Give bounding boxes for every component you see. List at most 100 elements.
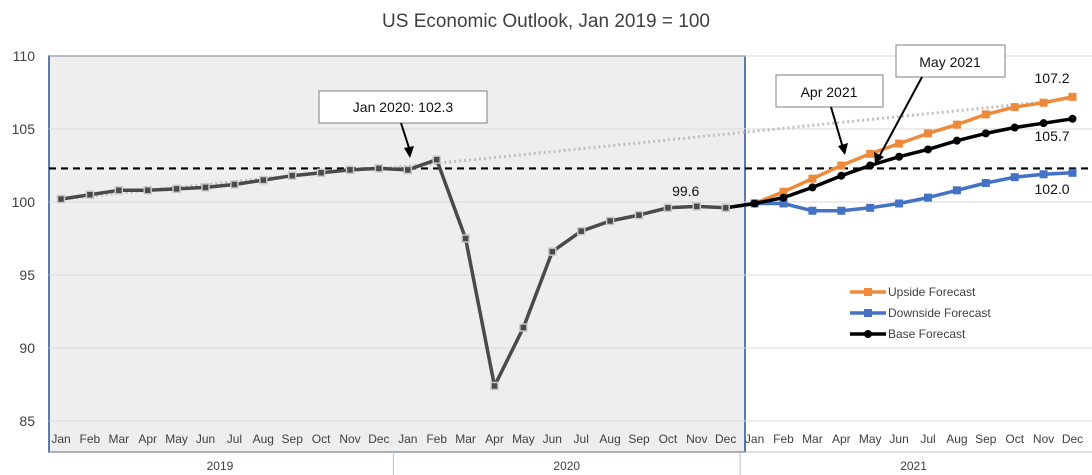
data-point-upside	[1010, 103, 1019, 112]
data-point-base	[981, 129, 990, 138]
svg-text:Apr 2021: Apr 2021	[801, 84, 858, 100]
data-point-downside	[837, 206, 846, 215]
data-point-base	[1039, 119, 1048, 128]
data-point-upside	[779, 187, 788, 196]
callout-may-2021: May 2021	[874, 44, 1006, 164]
x-tick-label: May	[165, 432, 188, 446]
series-line-actual	[60, 157, 726, 388]
data-point-upside	[1039, 98, 1048, 107]
x-axis: Jan Feb Mar Apr May Jun Jul Aug Sep Oct Nov Dec Jan F…	[49, 432, 1092, 475]
year-label: 2019	[207, 459, 234, 473]
series-layer	[56, 92, 1077, 391]
data-point-actual	[461, 234, 470, 243]
data-point-downside	[895, 199, 904, 208]
point-label-dec-2020: 99.6	[672, 183, 699, 199]
data-point-upside	[924, 129, 932, 138]
year-label: 2020	[553, 459, 580, 473]
y-tick-label: 95	[19, 267, 35, 283]
x-tick-label: Dec	[715, 432, 736, 446]
data-point-downside	[808, 206, 817, 215]
x-tick-label: Nov	[339, 432, 360, 446]
y-tick-label: 90	[19, 340, 35, 356]
x-tick-label: Jan	[745, 432, 764, 446]
svg-text:Jan 2020: 102.3: Jan 2020: 102.3	[353, 99, 454, 115]
legend-swatch-marker	[864, 330, 872, 338]
year-label: 2021	[900, 459, 927, 473]
x-tick-label: Oct	[1005, 432, 1024, 446]
x-tick-label: May	[512, 432, 535, 446]
x-tick-label: Mar	[108, 432, 129, 446]
legend-label: Downside Forecast	[888, 306, 991, 320]
x-tick-label: Jun	[889, 432, 908, 446]
x-tick-label: Feb	[773, 432, 794, 446]
data-point-base	[895, 152, 904, 161]
data-point-upside	[952, 120, 961, 129]
x-tick-label: Feb	[80, 432, 101, 446]
chart-title: US Economic Outlook, Jan 2019 = 100	[382, 11, 710, 32]
data-point-actual	[374, 164, 384, 173]
data-point-actual	[201, 183, 210, 192]
legend-item-base: Base Forecast	[850, 327, 966, 341]
data-point-actual	[172, 184, 181, 194]
x-tick-label: Apr	[485, 432, 504, 446]
legend-label: Base Forecast	[888, 327, 966, 341]
data-point-downside	[1068, 168, 1077, 177]
svg-text:May 2021: May 2021	[919, 54, 981, 70]
y-tick-label: 105	[12, 121, 36, 137]
data-point-actual	[345, 165, 355, 175]
x-tick-label: Jul	[920, 432, 935, 446]
data-point-actual	[432, 155, 441, 164]
x-tick-label: Sep	[282, 432, 304, 446]
data-point-upside	[1068, 92, 1077, 101]
data-point-actual	[114, 186, 124, 195]
data-point-base	[866, 161, 875, 170]
x-tick-label: Jul	[227, 432, 242, 446]
data-point-upside	[895, 139, 904, 148]
x-tick-label: May	[859, 432, 882, 446]
data-point-actual	[85, 190, 95, 199]
legend: Upside Forecast Downside Forecast Base For…	[850, 285, 991, 341]
legend-label: Upside Forecast	[888, 285, 976, 299]
x-tick-label: Jun	[196, 432, 215, 446]
x-tick-label: Oct	[312, 432, 331, 446]
data-point-base	[779, 193, 788, 202]
series-upside	[721, 92, 1077, 212]
x-tick-label: Nov	[686, 432, 707, 446]
data-point-actual	[692, 202, 702, 211]
data-point-actual	[634, 210, 644, 220]
data-point-upside	[866, 149, 875, 158]
x-tick-label: Nov	[1033, 432, 1054, 446]
data-point-actual	[316, 168, 326, 178]
data-point-actual	[230, 180, 239, 189]
x-tick-label: Jun	[543, 432, 562, 446]
data-point-base	[952, 136, 961, 145]
data-point-actual	[287, 171, 297, 180]
data-point-actual	[519, 323, 528, 332]
data-point-base	[750, 199, 759, 208]
data-point-base	[808, 183, 817, 192]
data-point-upside	[981, 110, 990, 119]
x-tick-label: Mar	[802, 432, 823, 446]
data-point-actual	[490, 381, 499, 391]
data-point-downside	[981, 179, 990, 188]
x-tick-label: Aug	[599, 432, 620, 446]
x-tick-label: Feb	[426, 432, 447, 446]
data-point-downside	[1039, 170, 1048, 179]
callout-jan-2020: Jan 2020: 102.3	[318, 90, 488, 158]
data-point-base	[1010, 123, 1019, 132]
data-point-downside	[1010, 173, 1019, 182]
y-tick-label: 85	[19, 413, 35, 429]
legend-swatch-marker	[864, 288, 872, 296]
data-point-actual	[259, 175, 268, 185]
data-point-upside	[837, 161, 846, 170]
x-tick-label: Mar	[455, 432, 476, 446]
x-tick-label: Dec	[368, 432, 389, 446]
x-tick-label: Dec	[1062, 432, 1083, 446]
data-point-downside	[952, 186, 961, 195]
x-tick-label: Apr	[832, 432, 851, 446]
data-point-actual	[56, 194, 66, 204]
data-point-downside	[866, 203, 875, 212]
x-tick-label: Sep	[628, 432, 650, 446]
data-point-actual	[663, 203, 673, 213]
